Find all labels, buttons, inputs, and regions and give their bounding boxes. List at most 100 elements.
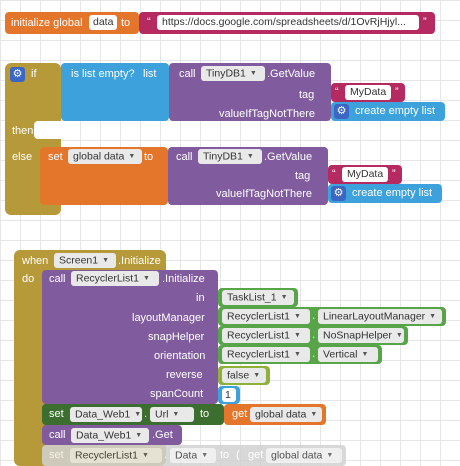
url-text-field[interactable]: https://docs.google.com/spreadsheets/d/1… — [157, 15, 419, 30]
dropdown-arrow-icon: ▼ — [280, 294, 288, 301]
url-text-block[interactable]: “ https://docs.google.com/spreadsheets/d… — [139, 12, 435, 34]
gear-icon[interactable]: ⚙ — [331, 186, 346, 201]
tinydb-component-select[interactable]: TinyDB1 ▼ — [201, 66, 265, 81]
dataweb-select[interactable]: Data_Web1 ▼ — [71, 428, 149, 443]
false-select[interactable]: false ▼ — [222, 368, 266, 383]
false-block[interactable]: false ▼ — [218, 366, 270, 385]
linear-layout-select[interactable]: LinearLayoutManager ▼ — [318, 309, 442, 324]
getvalue-method-label: .GetValue — [267, 68, 316, 80]
dataweb-name: Data_Web1 — [75, 408, 131, 421]
recyclerlist-select[interactable]: RecyclerList1 ▼ — [222, 309, 310, 324]
global-var-name-field[interactable]: data — [89, 15, 117, 30]
get-label: get — [232, 408, 248, 420]
set-global-data-block[interactable]: set global data ▼ to — [40, 147, 168, 205]
initialize-event-label: .Initialize — [118, 255, 161, 267]
recyclerlist-name: RecyclerList1 — [227, 348, 291, 361]
dataweb-name: Data_Web1 — [76, 429, 132, 442]
dot-label: . — [312, 310, 316, 322]
global-data-select[interactable]: global data ▼ — [68, 149, 142, 164]
dot-label: . — [164, 449, 168, 461]
recyclerlist-initialize-block[interactable]: call RecyclerList1 ▼ .Initialize in layou… — [42, 270, 218, 404]
close-quote: ” — [423, 16, 427, 28]
initialize-global-block[interactable]: initialize global data to — [5, 12, 139, 34]
recyclerlist-select[interactable]: RecyclerList1 ▼ — [71, 271, 159, 286]
list-label: list — [143, 68, 157, 80]
dot-label: . — [144, 408, 148, 420]
tag-label: tag — [295, 170, 311, 182]
dropdown-arrow-icon: ▼ — [294, 313, 301, 320]
recyclerlist-select[interactable]: RecyclerList1 ▼ — [222, 328, 310, 343]
is-list-empty-label: is list empty? — [71, 68, 135, 80]
dropdown-arrow-icon: ▼ — [246, 153, 254, 160]
layout-manager-label: layoutManager — [132, 312, 205, 324]
url-property-name: Url — [155, 408, 169, 421]
to-label: to — [220, 449, 230, 461]
mydata-field-1[interactable]: MyData — [345, 85, 391, 100]
number-block[interactable]: 1 — [218, 386, 240, 404]
no-snap-select[interactable]: NoSnapHelper ▼ — [318, 328, 404, 343]
tinydb-getvalue-block-2[interactable]: call TinyDB1 ▼ .GetValue tag valueIfTagNo… — [168, 147, 328, 205]
layout-manager-block[interactable]: RecyclerList1 ▼ . LinearLayoutManager ▼ — [218, 307, 446, 326]
get-method-label: .Get — [152, 429, 173, 441]
then-slot — [34, 121, 64, 139]
recyclerlist-select[interactable]: RecyclerList1 ▼ — [70, 448, 162, 463]
dropdown-arrow-icon: ▼ — [249, 70, 257, 77]
to-label: to — [200, 408, 210, 420]
if-mutator-gear-icon[interactable]: ⚙ — [10, 67, 25, 82]
tasklist-block[interactable]: TaskList_1 ▼ — [218, 288, 298, 307]
span-count-field[interactable]: 1 — [222, 388, 236, 402]
vertical-name: Vertical — [323, 348, 358, 361]
vertical-select[interactable]: Vertical ▼ — [318, 347, 378, 362]
tinydb-getvalue-block-1[interactable]: call TinyDB1 ▼ .GetValue tag valueIfTagNo… — [169, 63, 331, 121]
is-list-empty-block[interactable]: is list empty? list — [61, 63, 169, 121]
global-data-select[interactable]: global data ▼ — [250, 407, 322, 422]
data-property-name: Data — [175, 449, 198, 462]
if-label: if — [31, 68, 37, 80]
get-global-data-block[interactable]: get global data ▼ — [224, 404, 326, 425]
quote-icon: ” — [395, 86, 399, 98]
dropdown-arrow-icon: ▼ — [143, 275, 150, 282]
create-empty-list-label: create empty list — [355, 105, 436, 117]
mydata-text-block-1[interactable]: “ MyData ” — [331, 83, 405, 102]
dataweb-select[interactable]: Data_Web1 ▼ — [70, 407, 142, 422]
dropdown-arrow-icon: ▼ — [310, 411, 318, 418]
dropdown-arrow-icon: ▼ — [395, 332, 403, 339]
dropdown-arrow-icon: ▼ — [172, 411, 180, 418]
initialize-method-label: .Initialize — [162, 273, 205, 285]
mydata-field-2[interactable]: MyData — [342, 167, 388, 182]
dropdown-arrow-icon: ▼ — [253, 372, 261, 379]
set-recycler-data-block[interactable]: set RecyclerList1 ▼ . Data ▼ to ( get glob… — [42, 445, 346, 466]
snap-helper-label: snapHelper — [148, 331, 205, 343]
url-property-select[interactable]: Url ▼ — [150, 407, 194, 422]
screen-name: Screen1 — [59, 254, 99, 267]
snap-helper-block[interactable]: RecyclerList1 ▼ . NoSnapHelper ▼ — [218, 326, 408, 345]
create-empty-list-block-1[interactable]: ⚙ create empty list — [331, 102, 445, 121]
in-label: in — [196, 292, 205, 304]
recyclerlist-name: RecyclerList1 — [227, 310, 291, 323]
paren-label: ( — [236, 449, 240, 461]
mydata-text-block-2[interactable]: “ MyData ” — [328, 165, 402, 184]
dropdown-arrow-icon: ▼ — [201, 452, 209, 459]
dropdown-arrow-icon: ▼ — [102, 257, 110, 264]
tasklist-select[interactable]: TaskList_1 ▼ — [222, 290, 294, 305]
orientation-block[interactable]: RecyclerList1 ▼ . Vertical ▼ — [218, 345, 382, 364]
false-value: false — [227, 369, 250, 382]
dropdown-arrow-icon: ▼ — [142, 452, 149, 459]
dataweb-get-block[interactable]: call Data_Web1 ▼ .Get — [42, 425, 182, 445]
create-empty-list-block-2[interactable]: ⚙ create empty list — [328, 184, 442, 203]
global-data-select[interactable]: global data ▼ — [266, 448, 342, 463]
tinydb-name: TinyDB1 — [203, 150, 243, 163]
dropdown-arrow-icon: ▼ — [294, 332, 301, 339]
set-url-block[interactable]: set Data_Web1 ▼ . Url ▼ to — [42, 404, 224, 425]
quote-icon: “ — [335, 86, 339, 98]
data-property-select[interactable]: Data ▼ — [170, 448, 216, 463]
tag-label: tag — [299, 89, 315, 101]
tinydb-component-select[interactable]: TinyDB1 ▼ — [198, 149, 262, 164]
to-label: to — [144, 151, 154, 163]
dropdown-arrow-icon: ▼ — [429, 313, 437, 320]
screen-select[interactable]: Screen1 ▼ — [54, 253, 116, 268]
no-snap-name: NoSnapHelper — [323, 329, 392, 342]
orientation-label: orientation — [154, 350, 206, 362]
gear-icon[interactable]: ⚙ — [334, 104, 349, 119]
recyclerlist-select[interactable]: RecyclerList1 ▼ — [222, 347, 310, 362]
